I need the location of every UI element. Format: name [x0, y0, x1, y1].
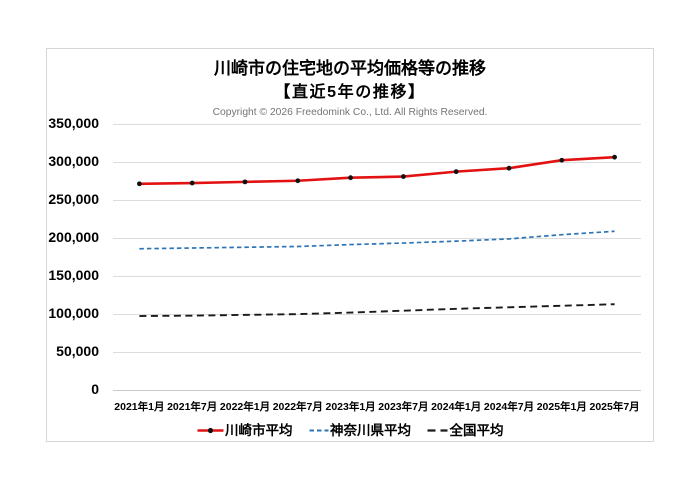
series-line-1 — [139, 155, 615, 186]
data-point-marker — [137, 181, 142, 187]
x-axis-label: 2023年1月 — [325, 401, 376, 413]
y-axis-label: 250,000 — [48, 191, 99, 207]
y-axis-label: 0 — [91, 381, 99, 397]
data-point-marker — [506, 165, 512, 171]
legend-swatch-icon — [309, 429, 328, 432]
data-point-marker — [559, 157, 565, 163]
x-axis-label: 2021年7月 — [167, 401, 218, 413]
legend-item: 全国平均 — [427, 423, 504, 438]
y-axis-label: 350,000 — [48, 115, 99, 131]
data-point-marker — [401, 174, 406, 179]
data-point-marker — [189, 180, 195, 186]
y-axis-label: 200,000 — [48, 229, 99, 245]
x-axis-label: 2022年1月 — [219, 401, 271, 413]
data-point-marker — [453, 169, 459, 175]
series-line-2 — [139, 230, 615, 250]
series-line-3 — [139, 303, 615, 317]
x-axis-label: 2023年7月 — [378, 401, 429, 413]
y-axis-label: 100,000 — [48, 305, 99, 321]
data-point-marker — [348, 175, 353, 181]
legend-item: 神奈川県平均 — [309, 423, 411, 438]
legend-label: 川崎市平均 — [225, 423, 293, 438]
y-axis-label: 300,000 — [48, 153, 99, 169]
legend-swatch-icon — [197, 427, 223, 434]
data-point-marker — [242, 179, 248, 185]
y-axis-label: 150,000 — [48, 267, 99, 283]
x-axis-label: 2024年7月 — [483, 401, 535, 413]
legend-swatch-icon — [427, 429, 448, 432]
data-point-marker — [612, 154, 617, 160]
chart-title: 川崎市の住宅地の平均価格等の推移 — [214, 59, 486, 78]
x-axis-label: 2025年7月 — [589, 401, 640, 413]
x-axis-label: 2022年7月 — [272, 401, 323, 413]
chart-subtitle: 【直近5年の推移】 — [274, 84, 426, 101]
copyright-text: Copyright © 2026 Freedomink Co., Ltd. Al… — [212, 107, 488, 118]
legend-label: 神奈川県平均 — [330, 423, 411, 438]
y-axis-label: 50,000 — [56, 343, 99, 359]
chart-legend: 川崎市平均 神奈川県平均 全国平均 — [46, 423, 654, 438]
legend-item: 川崎市平均 — [197, 423, 293, 438]
data-point-marker — [295, 178, 301, 184]
x-axis-label: 2025年1月 — [536, 401, 587, 413]
x-axis-label: 2021年1月 — [114, 401, 165, 413]
x-axis-label: 2024年1月 — [431, 401, 482, 413]
legend-label: 全国平均 — [449, 423, 504, 438]
